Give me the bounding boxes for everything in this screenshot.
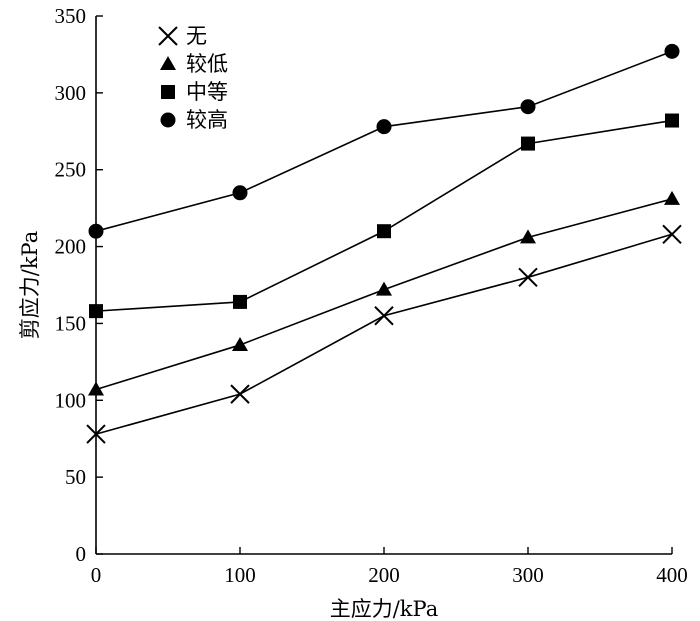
- x-axis-title: 主应力/kPa: [330, 597, 439, 621]
- y-tick-label: 250: [55, 158, 87, 182]
- x-marker: [374, 306, 394, 326]
- triangle-marker: [376, 281, 392, 296]
- x-marker-stroke: [518, 267, 538, 288]
- triangle-marker: [160, 56, 176, 70]
- circle-marker: [232, 185, 248, 201]
- square-marker: [377, 224, 391, 239]
- circle-marker: [664, 43, 680, 59]
- x-marker-stroke: [230, 384, 250, 404]
- y-axis-title: 剪应力/kPa: [18, 231, 42, 340]
- circle-marker: [160, 112, 176, 128]
- y-tick-label: 350: [55, 4, 87, 28]
- x-marker-stroke: [374, 306, 394, 326]
- y-tick-label: 0: [76, 542, 87, 566]
- x-marker: [158, 26, 178, 46]
- circle-marker: [520, 99, 536, 115]
- y-tick-label: 200: [55, 235, 87, 259]
- triangle-marker: [520, 229, 536, 244]
- x-marker-stroke: [86, 424, 106, 444]
- x-marker-stroke: [158, 26, 178, 46]
- square-marker: [161, 85, 175, 99]
- x-tick-label: 200: [368, 563, 400, 587]
- series-x: [86, 224, 682, 444]
- x-marker: [518, 267, 538, 288]
- series-square: [89, 113, 679, 319]
- y-tick-label: 100: [55, 388, 87, 412]
- y-tick-label: 150: [55, 311, 87, 335]
- series-circle: [88, 43, 680, 239]
- legend-label: 较高: [186, 108, 228, 132]
- legend-item: 较高: [160, 108, 228, 132]
- x-marker: [230, 384, 250, 404]
- square-marker: [521, 136, 535, 151]
- triangle-marker: [88, 381, 104, 396]
- series-line: [95, 233, 673, 435]
- triangle-marker: [664, 190, 680, 205]
- triangle-marker: [232, 336, 248, 351]
- series-group: [86, 43, 682, 444]
- legend-item: 较低: [160, 52, 228, 76]
- x-marker: [662, 224, 682, 244]
- legend-label: 无: [186, 24, 207, 48]
- square-marker: [233, 294, 247, 309]
- ticks: 0 50 100 150 200 250 300 350 0 100 200 300 400: [55, 4, 688, 587]
- legend-label: 中等: [186, 80, 228, 104]
- series-line: [95, 50, 673, 232]
- series-triangle: [88, 190, 680, 396]
- legend-item: 无: [158, 24, 207, 48]
- x-tick-label: 100: [224, 563, 256, 587]
- x-marker: [86, 424, 106, 444]
- x-tick-label: 400: [656, 563, 688, 587]
- x-tick-label: 300: [512, 563, 544, 587]
- x-marker-stroke: [662, 224, 682, 244]
- y-tick-label: 300: [55, 81, 87, 105]
- y-tick-label: 50: [65, 465, 86, 489]
- square-marker: [89, 304, 103, 319]
- legend-label: 较低: [186, 52, 228, 76]
- circle-marker: [376, 119, 392, 135]
- circle-marker: [88, 223, 104, 239]
- x-tick-label: 0: [91, 563, 102, 587]
- square-marker: [665, 113, 679, 128]
- legend-item: 中等: [161, 80, 228, 104]
